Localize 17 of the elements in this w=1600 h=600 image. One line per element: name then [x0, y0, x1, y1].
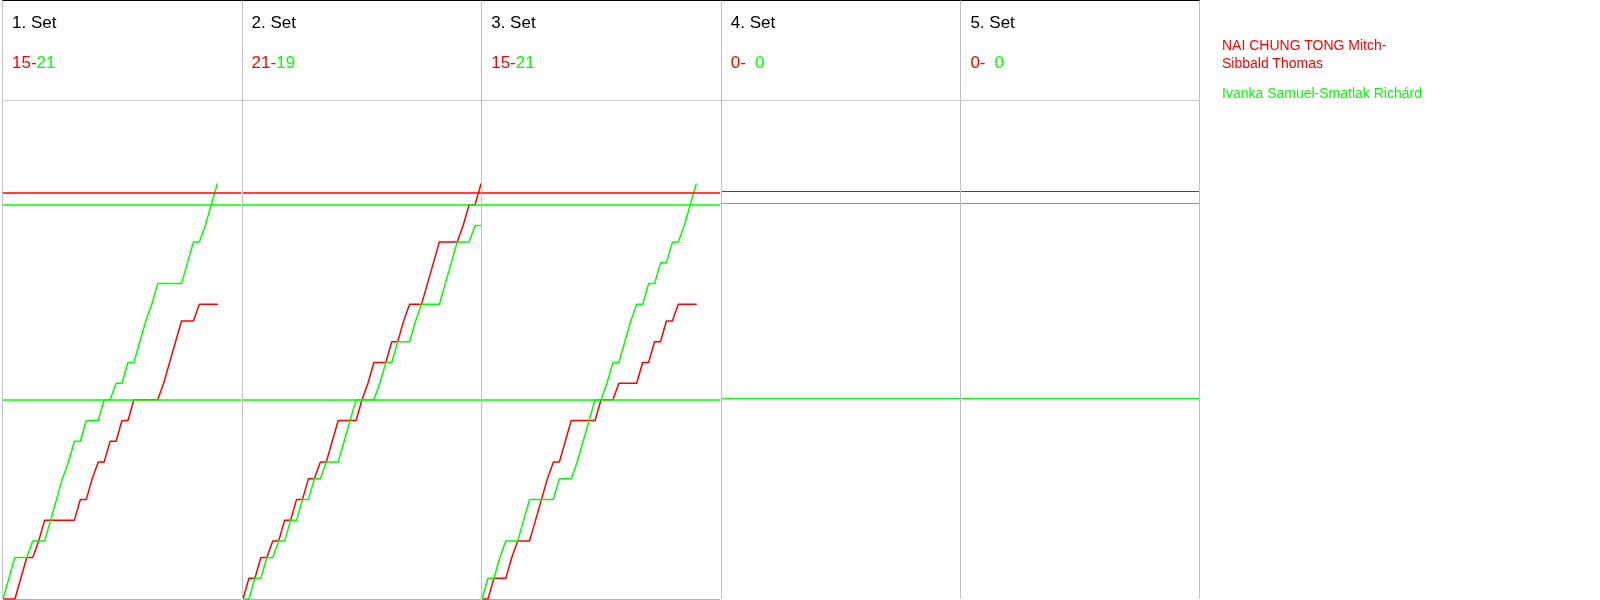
- text: 15-: [12, 53, 37, 72]
- chart-title: 3. Set: [491, 13, 536, 33]
- text: 21-: [251, 53, 277, 72]
- text: 0-: [970, 53, 986, 72]
- text: NAI CHUNG TONG Mitch-Sibbald Thomas: [1222, 36, 1388, 72]
- text: 0-: [730, 53, 746, 72]
- text: 5. Set: [970, 13, 1015, 33]
- text: 4. Set: [730, 13, 776, 33]
- chart-title: 1. Set: [12, 13, 57, 33]
- text: 0: [754, 53, 765, 72]
- text: 19: [276, 53, 296, 72]
- text: 0: [994, 53, 1004, 72]
- text: 21: [515, 53, 535, 72]
- chart-title: 2. Set: [251, 13, 297, 33]
- text: Ivanka Samuel-Smatlak Richárd: [1222, 84, 1422, 102]
- text: 21: [36, 53, 56, 72]
- text: 15-: [491, 53, 516, 72]
